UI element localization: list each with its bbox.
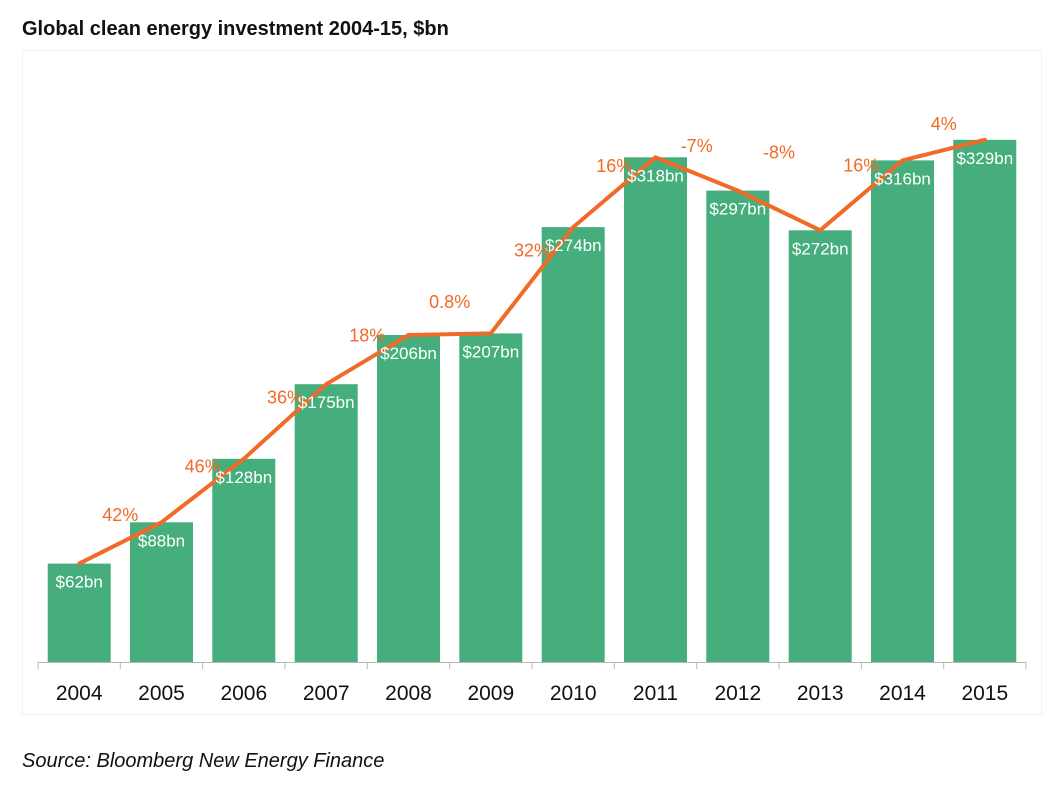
bar-value-label-2007: $175bn [298,393,355,412]
growth-label-2011: 16% [596,156,632,176]
bar-2013 [788,230,852,663]
bar-2006 [212,458,276,662]
bar-value-label-2013: $272bn [792,239,849,258]
bar-value-label-2005: $88bn [138,531,185,550]
bar-value-label-2008: $206bn [380,344,437,363]
bar-2015 [953,139,1017,663]
x-tick-label-2015: 2015 [961,682,1008,705]
growth-label-2008: 18% [349,326,385,346]
bar-2009 [459,333,523,662]
x-tick-label-2011: 2011 [633,682,678,705]
bar-value-label-2011: $318bn [627,166,684,185]
bar-value-label-2012: $297bn [709,200,766,219]
bar-2004 [47,563,111,662]
growth-label-2014: 16% [843,155,879,175]
x-tick-label-2005: 2005 [138,682,185,705]
growth-trend-line [77,137,987,566]
x-tick-label-2009: 2009 [467,682,514,705]
growth-label-2012: -7% [681,136,713,156]
chart-title: Global clean energy investment 2004-15, … [22,18,449,40]
source-note: Source: Bloomberg New Energy Finance [22,750,385,772]
bar-2005 [130,522,193,662]
growth-label-2013: -8% [763,142,795,162]
growth-label-2015: 4% [931,114,957,134]
bar-value-label-2015: $329bn [956,149,1013,168]
growth-label-2006: 46% [185,457,221,477]
growth-label-2005: 42% [102,505,138,525]
growth-label-2009: 0.8% [429,292,470,312]
bar-2008 [377,335,440,662]
x-tick-label-2006: 2006 [220,682,267,705]
x-tick-label-2014: 2014 [879,682,926,705]
bar-2007 [294,384,358,662]
bar-2010 [541,227,605,662]
bar-value-label-2004: $62bn [56,573,103,592]
x-tick-label-2013: 2013 [797,682,844,705]
bar-2011 [624,157,687,663]
bar-value-label-2010: $274bn [545,236,602,255]
bar-value-label-2009: $207bn [462,342,519,361]
growth-label-2010: 32% [514,240,550,260]
x-tick-label-2010: 2010 [550,682,597,705]
chart-panel [22,50,1042,715]
x-tick-label-2004: 2004 [56,682,103,705]
x-tick-label-2012: 2012 [714,682,761,705]
growth-label-2007: 36% [267,388,303,408]
bar-2014 [871,160,934,662]
x-tick-label-2007: 2007 [303,682,350,705]
bar-value-label-2014: $316bn [874,169,931,188]
bar-2012 [706,190,770,662]
x-tick-label-2008: 2008 [385,682,432,705]
bar-value-label-2006: $128bn [215,468,272,487]
